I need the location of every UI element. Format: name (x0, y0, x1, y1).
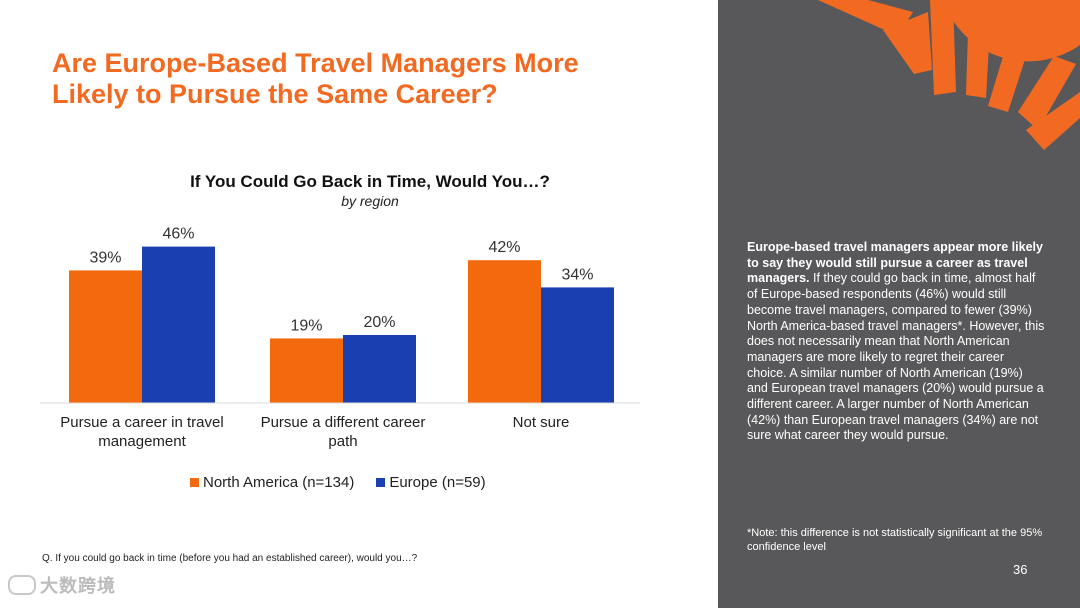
survey-question-footnote: Q. If you could go back in time (before … (42, 553, 418, 564)
legend-item-north-america: North America (n=134) (190, 474, 354, 491)
watermark: 大数跨境 (8, 572, 116, 598)
chart-subtitle: by region (341, 193, 399, 209)
category-label-2-line-0: Not sure (513, 414, 570, 431)
category-label-0-line-0: Pursue a career in travel (60, 414, 223, 431)
bar-europe-1 (343, 335, 416, 403)
legend-item-europe: Europe (n=59) (376, 474, 486, 491)
data-label-europe-1: 20% (363, 314, 395, 331)
watermark-logo-icon (8, 575, 36, 595)
bar-north-america-0 (69, 270, 142, 403)
slide-title: Are Europe-Based Travel Managers More Li… (52, 48, 652, 110)
legend-label-north-america: North America (n=134) (203, 474, 355, 491)
data-label-north-america-0: 39% (89, 249, 121, 266)
category-label-1-line-0: Pursue a different career (261, 414, 426, 431)
side-panel-lead: Europe-based travel managers appear more… (747, 240, 1043, 286)
bar-north-america-1 (270, 338, 343, 403)
slide-title-line-1: Are Europe-Based Travel Managers More (52, 48, 579, 78)
chart-title: If You Could Go Back in Time, Would You…… (190, 172, 550, 191)
legend-swatch-north-america (190, 478, 199, 487)
data-label-europe-2: 34% (561, 266, 593, 283)
significance-note: *Note: this difference is not statistica… (747, 527, 1043, 553)
category-label-1-line-1: path (328, 433, 357, 450)
data-label-europe-0: 46% (162, 226, 194, 243)
bar-north-america-2 (468, 260, 541, 403)
side-panel-summary: Europe-based travel managers appear more… (747, 240, 1047, 444)
data-label-north-america-1: 19% (290, 317, 322, 334)
bar-europe-2 (541, 287, 614, 403)
slide-title-line-2: Likely to Pursue the Same Career? (52, 79, 498, 109)
side-panel: Europe-based travel managers appear more… (718, 0, 1080, 608)
page-number: 36 (1013, 562, 1028, 577)
bar-europe-0 (142, 246, 215, 403)
category-label-0-line-1: management (98, 433, 186, 450)
legend-swatch-europe (376, 478, 386, 487)
watermark-text: 大数跨境 (40, 576, 116, 596)
bar-chart: 39% 46% Pursue a career in travel managemen… (40, 226, 640, 450)
data-label-north-america-2: 42% (488, 239, 520, 256)
sunburst-logo-icon (818, 0, 1080, 150)
side-panel-body: If they could go back in time, almost ha… (747, 271, 1045, 443)
chart-legend: North America (n=134) Europe (n=59) (190, 474, 486, 491)
legend-label-europe: Europe (n=59) (389, 474, 486, 491)
